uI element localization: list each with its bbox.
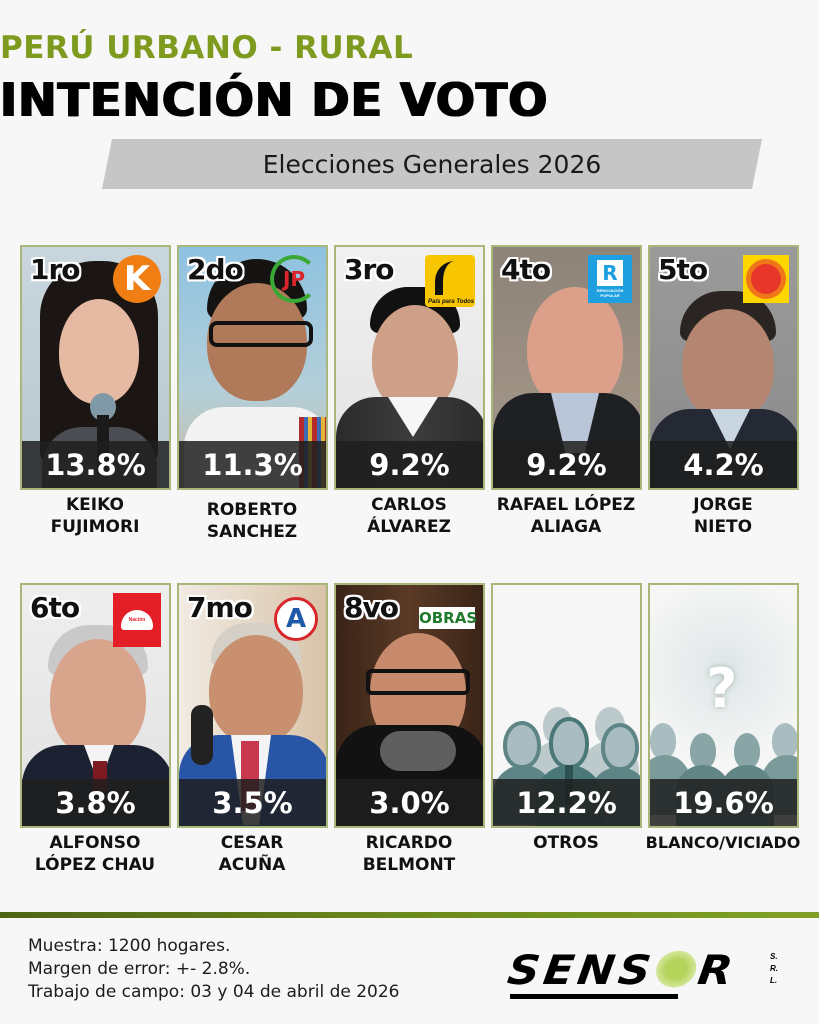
candidate-card-4: 4to R RENOVACIÓN POPULAR 9.2% bbox=[491, 245, 642, 490]
candidate-name: RAFAEL LÓPEZ ALIAGA bbox=[496, 495, 636, 537]
page-title: INTENCIÓN DE VOTO bbox=[0, 73, 549, 127]
question-mark-icon: ? bbox=[706, 657, 738, 720]
vote-percentage: 3.5% bbox=[212, 785, 293, 820]
juntos-por-el-peru-logo-icon: JP bbox=[270, 255, 318, 303]
rank-label: 1ro bbox=[30, 253, 81, 286]
candidate-card-3: 3ro País para Todos 9.2% bbox=[334, 245, 485, 490]
subtitle-band: Elecciones Generales 2026 bbox=[102, 139, 762, 189]
pais-para-todos-logo-icon: País para Todos bbox=[425, 255, 475, 307]
candidate-name: RICARDO BELMONT bbox=[362, 833, 456, 875]
subtitle: Elecciones Generales 2026 bbox=[262, 149, 602, 179]
vote-percentage: 4.2% bbox=[683, 447, 764, 482]
candidate-card-8: 8vo OBRAS 3.0% bbox=[334, 583, 485, 828]
percentage-bar: 4.2% bbox=[650, 441, 797, 488]
rank-label: 5to bbox=[658, 253, 708, 286]
super-title: PERÚ URBANO - RURAL bbox=[0, 30, 414, 66]
rank-label: 6to bbox=[30, 591, 80, 624]
candidate-card-7: 7mo A 3.5% bbox=[177, 583, 328, 828]
candidate-name: ALFONSO LÓPEZ CHAU bbox=[34, 833, 156, 875]
vote-percentage: 9.2% bbox=[526, 447, 607, 482]
ahora-nacion-helmet-logo-icon: Nación bbox=[113, 593, 161, 647]
sensor-logo: SENS R S. R. L. bbox=[504, 945, 788, 1005]
vote-percentage: 3.0% bbox=[369, 785, 450, 820]
vote-percentage: 12.2% bbox=[516, 785, 617, 820]
percentage-bar: 9.2% bbox=[493, 441, 640, 488]
percentage-bar: 19.6% bbox=[650, 779, 797, 826]
footer-divider bbox=[0, 912, 819, 918]
candidate-name: ROBERTO SANCHEZ bbox=[206, 500, 298, 542]
candidate-name: CESAR ACUÑA bbox=[218, 833, 286, 875]
percentage-bar: 9.2% bbox=[336, 441, 483, 488]
vote-percentage: 11.3% bbox=[202, 447, 303, 482]
alianza-para-el-progreso-logo-icon: A bbox=[274, 597, 318, 641]
candidate-card-5: 5to 4.2% bbox=[648, 245, 799, 490]
rank-label: 7mo bbox=[187, 591, 253, 624]
renovacion-popular-logo-icon: R RENOVACIÓN POPULAR bbox=[588, 255, 632, 303]
vote-percentage: 3.8% bbox=[55, 785, 136, 820]
category-name: OTROS bbox=[533, 833, 599, 853]
logo-suffix: S. R. L. bbox=[770, 952, 778, 985]
vote-percentage: 19.6% bbox=[673, 785, 774, 820]
sensor-logo-text: SENS R bbox=[504, 947, 740, 994]
sample-note: Muestra: 1200 hogares. bbox=[28, 936, 231, 956]
margin-of-error-note: Margen de error: +- 2.8%. bbox=[28, 959, 251, 979]
category-name: BLANCO/VICIADO bbox=[645, 833, 801, 852]
percentage-bar: 12.2% bbox=[493, 779, 640, 826]
fieldwork-date-note: Trabajo de campo: 03 y 04 de abril de 20… bbox=[28, 982, 400, 1002]
rank-label: 4to bbox=[501, 253, 551, 286]
dotted-globe-icon bbox=[653, 950, 700, 988]
candidate-card-2: 2do JP 11.3% bbox=[177, 245, 328, 490]
rank-label: 2do bbox=[187, 253, 244, 286]
percentage-bar: 3.5% bbox=[179, 779, 326, 826]
blank-void-card: ? 19.6% bbox=[648, 583, 799, 828]
candidate-name: CARLOS ÁLVAREZ bbox=[367, 495, 451, 537]
candidate-card-1: 1ro K 13.8% bbox=[20, 245, 171, 490]
candidate-name: JORGE NIETO bbox=[693, 495, 753, 537]
percentage-bar: 3.8% bbox=[22, 779, 169, 826]
buen-gobierno-sun-logo-icon bbox=[743, 255, 789, 303]
methodology-notes: Muestra: 1200 hogares. Margen de error: … bbox=[28, 935, 400, 1004]
logo-underline bbox=[510, 994, 678, 999]
rank-label: 3ro bbox=[344, 253, 395, 286]
candidate-photo bbox=[493, 247, 640, 488]
percentage-bar: 11.3% bbox=[179, 441, 326, 488]
others-card: 12.2% bbox=[491, 583, 642, 828]
rank-label: 8vo bbox=[344, 591, 399, 624]
vote-percentage: 9.2% bbox=[369, 447, 450, 482]
percentage-bar: 13.8% bbox=[22, 441, 169, 488]
percentage-bar: 3.0% bbox=[336, 779, 483, 826]
candidate-card-6: 6to Nación 3.8% bbox=[20, 583, 171, 828]
fuerza-popular-k-logo-icon: K bbox=[113, 255, 161, 303]
vote-percentage: 13.8% bbox=[45, 447, 146, 482]
candidate-name: KEIKO FUJIMORI bbox=[50, 495, 140, 537]
obras-logo-icon: OBRAS bbox=[419, 607, 478, 629]
